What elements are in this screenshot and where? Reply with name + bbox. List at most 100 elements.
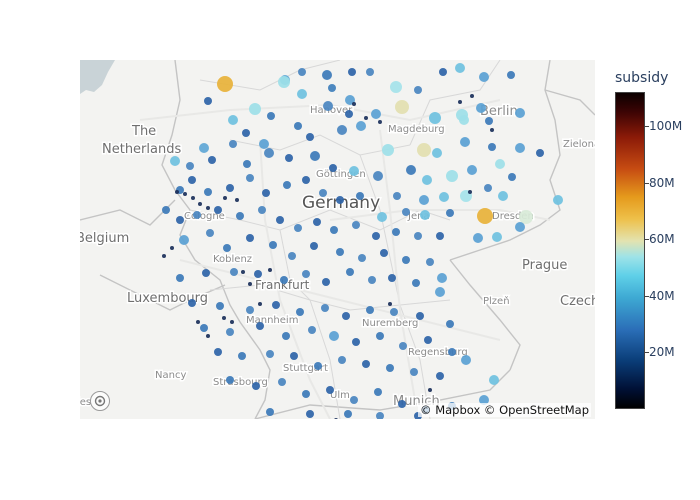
subsidy-marker[interactable]	[344, 410, 352, 418]
subsidy-marker[interactable]	[223, 244, 231, 252]
subsidy-marker[interactable]	[162, 206, 170, 214]
subsidy-marker[interactable]	[272, 301, 280, 309]
mapbox-logo-icon[interactable]	[90, 391, 110, 411]
subsidy-marker[interactable]	[269, 241, 277, 249]
subsidy-marker[interactable]	[515, 222, 525, 232]
subsidy-marker[interactable]	[256, 322, 264, 330]
subsidy-marker[interactable]	[198, 202, 202, 206]
subsidy-marker[interactable]	[377, 212, 387, 222]
subsidy-marker[interactable]	[223, 196, 227, 200]
subsidy-marker[interactable]	[298, 68, 306, 76]
subsidy-marker[interactable]	[285, 154, 293, 162]
subsidy-marker[interactable]	[258, 206, 266, 214]
subsidy-marker[interactable]	[243, 160, 251, 168]
subsidy-marker[interactable]	[170, 156, 180, 166]
subsidy-marker[interactable]	[488, 143, 496, 151]
subsidy-marker[interactable]	[294, 122, 302, 130]
subsidy-marker[interactable]	[437, 273, 447, 283]
subsidy-marker[interactable]	[326, 386, 334, 394]
subsidy-marker[interactable]	[278, 76, 290, 88]
subsidy-marker[interactable]	[412, 279, 420, 287]
subsidy-marker[interactable]	[416, 312, 424, 320]
subsidy-marker[interactable]	[214, 348, 222, 356]
subsidy-marker[interactable]	[490, 128, 494, 132]
subsidy-marker[interactable]	[435, 287, 445, 297]
subsidy-marker[interactable]	[358, 254, 366, 262]
subsidy-marker[interactable]	[321, 304, 329, 312]
subsidy-marker[interactable]	[188, 299, 196, 307]
subsidy-marker[interactable]	[422, 175, 432, 185]
subsidy-marker[interactable]	[426, 258, 434, 266]
map-view[interactable]: Hanover Berlin Magdeburg The Netherlands…	[80, 60, 595, 419]
subsidy-marker[interactable]	[226, 184, 234, 192]
subsidy-marker[interactable]	[446, 209, 454, 217]
subsidy-marker[interactable]	[337, 125, 347, 135]
subsidy-marker[interactable]	[467, 165, 477, 175]
subsidy-marker[interactable]	[349, 166, 359, 176]
subsidy-marker[interactable]	[388, 302, 392, 306]
subsidy-marker[interactable]	[329, 331, 339, 341]
subsidy-marker[interactable]	[479, 72, 489, 82]
subsidy-marker[interactable]	[489, 375, 499, 385]
subsidy-marker[interactable]	[176, 274, 184, 282]
subsidy-marker[interactable]	[388, 274, 396, 282]
subsidy-marker[interactable]	[264, 148, 274, 158]
subsidy-marker[interactable]	[436, 232, 444, 240]
subsidy-marker[interactable]	[191, 196, 195, 200]
subsidy-marker[interactable]	[420, 210, 430, 220]
subsidy-marker[interactable]	[329, 164, 337, 172]
subsidy-marker[interactable]	[345, 95, 355, 105]
subsidy-marker[interactable]	[410, 368, 418, 376]
subsidy-marker[interactable]	[297, 89, 307, 99]
subsidy-marker[interactable]	[345, 110, 353, 118]
subsidy-marker[interactable]	[485, 117, 493, 125]
subsidy-marker[interactable]	[266, 408, 274, 416]
subsidy-marker[interactable]	[238, 352, 246, 360]
subsidy-marker[interactable]	[473, 233, 483, 243]
subsidy-marker[interactable]	[186, 162, 194, 170]
subsidy-marker[interactable]	[350, 396, 358, 404]
subsidy-marker[interactable]	[162, 254, 166, 258]
subsidy-marker[interactable]	[448, 348, 456, 356]
subsidy-marker[interactable]	[376, 412, 384, 419]
subsidy-marker[interactable]	[439, 68, 447, 76]
subsidy-marker[interactable]	[228, 115, 238, 125]
subsidy-marker[interactable]	[208, 156, 216, 164]
subsidy-marker[interactable]	[313, 218, 321, 226]
subsidy-marker[interactable]	[323, 101, 333, 111]
subsidy-marker[interactable]	[393, 192, 401, 200]
subsidy-marker[interactable]	[446, 170, 458, 182]
subsidy-marker[interactable]	[392, 228, 400, 236]
map-attribution[interactable]: © Mapbox © OpenStreetMap	[418, 403, 591, 417]
subsidy-marker[interactable]	[252, 382, 260, 390]
subsidy-marker[interactable]	[429, 112, 441, 124]
subsidy-marker[interactable]	[306, 133, 314, 141]
subsidy-marker[interactable]	[246, 306, 254, 314]
subsidy-marker[interactable]	[328, 84, 336, 92]
subsidy-marker[interactable]	[290, 352, 298, 360]
subsidy-marker[interactable]	[235, 198, 239, 202]
subsidy-marker[interactable]	[507, 71, 515, 79]
subsidy-marker[interactable]	[515, 143, 525, 153]
subsidy-marker[interactable]	[495, 159, 505, 169]
subsidy-marker[interactable]	[222, 316, 226, 320]
subsidy-marker[interactable]	[204, 97, 212, 105]
subsidy-marker[interactable]	[259, 139, 269, 149]
subsidy-marker[interactable]	[196, 320, 200, 324]
subsidy-marker[interactable]	[368, 276, 376, 284]
subsidy-marker[interactable]	[390, 81, 402, 93]
subsidy-marker[interactable]	[226, 328, 234, 336]
subsidy-marker[interactable]	[204, 188, 212, 196]
subsidy-marker[interactable]	[258, 302, 262, 306]
subsidy-marker[interactable]	[398, 400, 406, 408]
subsidy-marker[interactable]	[382, 144, 394, 156]
subsidy-marker[interactable]	[268, 268, 272, 272]
subsidy-marker[interactable]	[183, 192, 187, 196]
subsidy-marker[interactable]	[424, 336, 432, 344]
subsidy-marker[interactable]	[248, 282, 252, 286]
subsidy-marker[interactable]	[229, 140, 237, 148]
subsidy-marker[interactable]	[536, 149, 544, 157]
subsidy-marker[interactable]	[336, 248, 344, 256]
subsidy-marker[interactable]	[414, 232, 422, 240]
subsidy-marker[interactable]	[175, 190, 179, 194]
